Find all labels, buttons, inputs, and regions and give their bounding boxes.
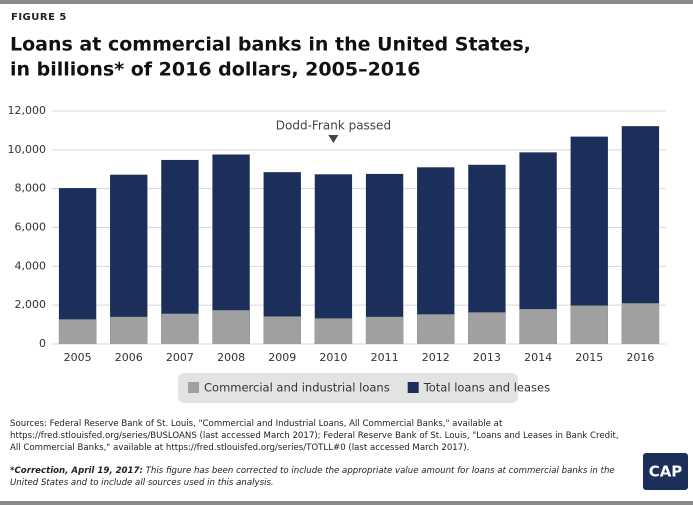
bar <box>110 174 148 344</box>
x-tick-label: 2014 <box>524 351 552 364</box>
y-tick-label: 4,000 <box>15 259 47 272</box>
x-tick-label: 2012 <box>422 351 450 364</box>
logo: CAP <box>649 463 683 481</box>
bar <box>110 316 148 344</box>
y-tick-label: 6,000 <box>15 221 47 234</box>
legend-swatch <box>407 382 419 393</box>
bar <box>58 319 97 344</box>
correction-text: This figure has been corrected to includ… <box>10 466 615 488</box>
annotation: Dodd-Frank passed <box>276 119 391 133</box>
x-tick-label: 2006 <box>115 351 143 364</box>
bar <box>263 316 301 344</box>
x-tick-label: 2009 <box>268 351 296 364</box>
bar <box>570 305 608 344</box>
bar <box>365 316 404 344</box>
figure-label: FIGURE 5 <box>11 12 67 23</box>
correction-note: *Correction, April 19, 2017: This figure… <box>10 465 635 489</box>
x-tick-label: 2015 <box>575 351 603 364</box>
bar <box>263 172 301 344</box>
y-tick-label: 2,000 <box>15 298 47 311</box>
bar <box>519 309 557 344</box>
bar <box>161 313 199 344</box>
bar <box>621 303 660 344</box>
top-rule <box>0 0 693 4</box>
x-tick-label: 2007 <box>166 351 194 364</box>
bar <box>468 312 506 344</box>
x-tick-label: 2008 <box>217 351 245 364</box>
y-tick-label: 0 <box>39 337 46 350</box>
bottom-rule <box>0 501 693 505</box>
bar <box>212 310 250 344</box>
x-tick-label: 2011 <box>371 351 399 364</box>
sources: Sources: Federal Reserve Bank of St. Lou… <box>10 419 619 453</box>
x-tick-label: 2010 <box>319 351 347 364</box>
bar <box>161 159 199 344</box>
chart-subtitle: in billions* of 2016 dollars, 2005–2016 <box>10 59 420 81</box>
annotation-arrow <box>328 135 339 143</box>
bar <box>314 174 353 344</box>
correction-lead: *Correction, April 19, 2017: <box>10 466 143 476</box>
legend-box <box>178 373 518 403</box>
x-tick-label: 2005 <box>64 351 92 364</box>
legend-label: Total loans and leases <box>423 381 550 395</box>
y-tick-label: 8,000 <box>15 182 47 195</box>
logo-box <box>643 453 688 490</box>
x-tick-label: 2016 <box>626 351 654 364</box>
legend-swatch <box>188 382 199 393</box>
chart-title: Loans at commercial banks in the United … <box>10 34 531 56</box>
y-tick-label: 12,000 <box>8 104 47 117</box>
bar <box>314 318 353 344</box>
x-tick-label: 2013 <box>473 351 501 364</box>
legend-label: Commercial and industrial loans <box>204 381 390 395</box>
bar <box>365 173 404 344</box>
bar <box>417 314 455 344</box>
bar <box>58 188 97 344</box>
y-tick-label: 10,000 <box>8 143 47 156</box>
